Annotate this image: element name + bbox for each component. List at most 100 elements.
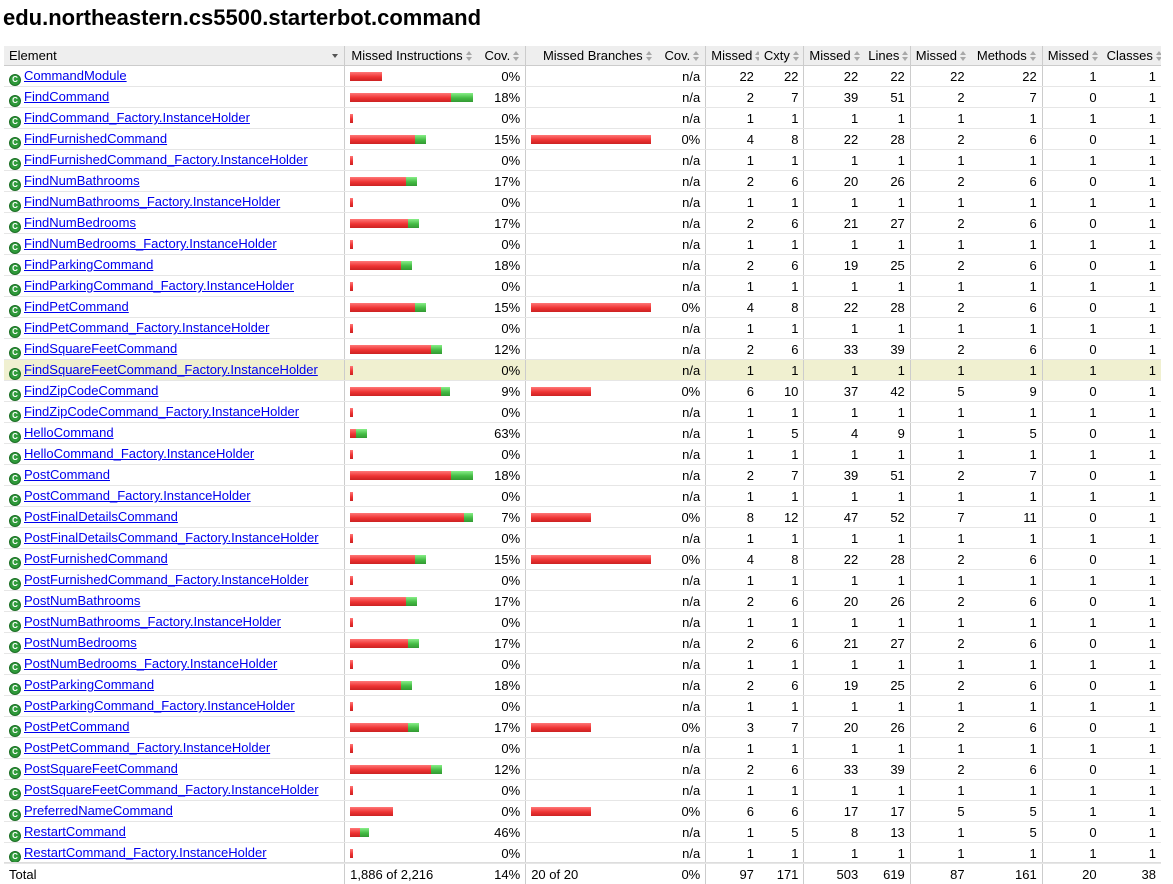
class-link[interactable]: PostCommand [24, 467, 110, 482]
class-link[interactable]: FindZipCodeCommand_Factory.InstanceHolde… [24, 404, 299, 419]
class-link[interactable]: PostNumBedrooms [24, 635, 137, 650]
methods: 1 [970, 444, 1043, 465]
class-link[interactable]: PostNumBedrooms_Factory.InstanceHolder [24, 656, 277, 671]
instructions-coverage-bar [350, 72, 472, 81]
methods: 6 [970, 633, 1043, 654]
instructions-coverage: 17% [478, 717, 526, 738]
instructions-coverage: 0% [478, 486, 526, 507]
class-link[interactable]: FindNumBathrooms [24, 173, 140, 188]
class-link[interactable]: PostNumBathrooms_Factory.InstanceHolder [24, 614, 281, 629]
footer-divider [4, 862, 1161, 863]
class-icon [9, 746, 21, 758]
class-link[interactable]: PostParkingCommand_Factory.InstanceHolde… [24, 698, 295, 713]
class-link[interactable]: FindParkingCommand [24, 257, 153, 272]
column-header-missed-lines[interactable]: Missed [804, 46, 863, 66]
column-header-missed-instructions[interactable]: Missed Instructions [345, 46, 478, 66]
missed-lines: 1 [804, 780, 863, 801]
branches-coverage-bar [531, 303, 652, 312]
cxty: 1 [759, 234, 804, 255]
instructions-coverage: 9% [478, 381, 526, 402]
class-link[interactable]: RestartCommand [24, 824, 126, 839]
column-header-missed-branches[interactable]: Missed Branches [526, 46, 658, 66]
column-header-classes[interactable]: Classes [1102, 46, 1161, 66]
class-link[interactable]: FindParkingCommand_Factory.InstanceHolde… [24, 278, 294, 293]
element-cell: PostSquareFeetCommand_Factory.InstanceHo… [4, 780, 345, 801]
missed-segment [350, 723, 408, 732]
missed-classes: 1 [1042, 696, 1101, 717]
class-link[interactable]: FindSquareFeetCommand [24, 341, 177, 356]
sort-icon [513, 51, 520, 61]
class-link[interactable]: RestartCommand_Factory.InstanceHolder [24, 845, 267, 860]
missed-segment [350, 576, 353, 585]
class-link[interactable]: FindPetCommand [24, 299, 129, 314]
class-link[interactable]: PostCommand_Factory.InstanceHolder [24, 488, 251, 503]
missed-segment [350, 702, 353, 711]
missed-instructions-bar-cell [345, 213, 478, 234]
branches-coverage: n/a [658, 87, 706, 108]
class-link[interactable]: FindNumBathrooms_Factory.InstanceHolder [24, 194, 280, 209]
column-header-element[interactable]: Element [4, 46, 345, 66]
class-link[interactable]: PostPetCommand_Factory.InstanceHolder [24, 740, 270, 755]
methods: 1 [970, 654, 1043, 675]
methods: 6 [970, 675, 1043, 696]
lines: 39 [863, 339, 910, 360]
class-link[interactable]: FindNumBedrooms [24, 215, 136, 230]
missed-instructions-bar-cell [345, 381, 478, 402]
class-link[interactable]: PostFinalDetailsCommand [24, 509, 178, 524]
class-link[interactable]: PostFinalDetailsCommand_Factory.Instance… [24, 530, 319, 545]
column-header-instructions-coverage[interactable]: Cov. [478, 46, 526, 66]
column-header-methods[interactable]: Methods [970, 46, 1043, 66]
missed-branches-bar-cell [526, 717, 658, 738]
element-cell: FindZipCodeCommand [4, 381, 345, 402]
class-link[interactable]: FindCommand_Factory.InstanceHolder [24, 110, 250, 125]
element-cell: FindFurnishedCommand [4, 129, 345, 150]
class-link[interactable]: FindFurnishedCommand [24, 131, 167, 146]
class-link[interactable]: FindCommand [24, 89, 109, 104]
column-header-missed-cxty[interactable]: Missed [706, 46, 759, 66]
lines: 1 [863, 486, 910, 507]
class-link[interactable]: CommandModule [24, 68, 127, 83]
column-header-missed-methods[interactable]: Missed [910, 46, 969, 66]
branches-coverage: n/a [658, 66, 706, 87]
class-link[interactable]: FindNumBedrooms_Factory.InstanceHolder [24, 236, 277, 251]
class-link[interactable]: PostPetCommand [24, 719, 130, 734]
cxty: 22 [759, 66, 804, 87]
covered-segment [408, 219, 419, 228]
class-link[interactable]: PostParkingCommand [24, 677, 154, 692]
classes: 1 [1102, 297, 1161, 318]
class-link[interactable]: PreferredNameCommand [24, 803, 173, 818]
class-link[interactable]: FindSquareFeetCommand_Factory.InstanceHo… [24, 362, 318, 377]
class-link[interactable]: FindFurnishedCommand_Factory.InstanceHol… [24, 152, 308, 167]
class-link[interactable]: PostFurnishedCommand_Factory.InstanceHol… [24, 572, 308, 587]
class-link[interactable]: PostSquareFeetCommand_Factory.InstanceHo… [24, 782, 319, 797]
class-link[interactable]: PostFurnishedCommand [24, 551, 168, 566]
branches-coverage: n/a [658, 255, 706, 276]
column-header-lines[interactable]: Lines [863, 46, 910, 66]
methods: 1 [970, 276, 1043, 297]
class-link[interactable]: PostNumBathrooms [24, 593, 140, 608]
lines: 13 [863, 822, 910, 843]
class-link[interactable]: HelloCommand_Factory.InstanceHolder [24, 446, 254, 461]
missed-methods: 1 [910, 360, 969, 381]
class-link[interactable]: HelloCommand [24, 425, 114, 440]
class-link[interactable]: PostSquareFeetCommand [24, 761, 178, 776]
cxty: 8 [759, 129, 804, 150]
missed-methods: 1 [910, 276, 969, 297]
element-cell: PostPetCommand [4, 717, 345, 738]
methods: 1 [970, 234, 1043, 255]
column-header-cxty[interactable]: Cxty [759, 46, 804, 66]
class-link[interactable]: FindPetCommand_Factory.InstanceHolder [24, 320, 269, 335]
covered-segment [406, 177, 417, 186]
instructions-coverage: 0% [478, 843, 526, 864]
missed-instructions-bar-cell [345, 717, 478, 738]
instructions-coverage-bar [350, 555, 472, 564]
missed-methods: 1 [910, 486, 969, 507]
methods: 5 [970, 801, 1043, 822]
column-header-missed-classes[interactable]: Missed [1042, 46, 1101, 66]
column-header-branches-coverage[interactable]: Cov. [658, 46, 706, 66]
missed-instructions-bar-cell [345, 528, 478, 549]
class-link[interactable]: FindZipCodeCommand [24, 383, 158, 398]
element-cell: FindNumBedrooms_Factory.InstanceHolder [4, 234, 345, 255]
